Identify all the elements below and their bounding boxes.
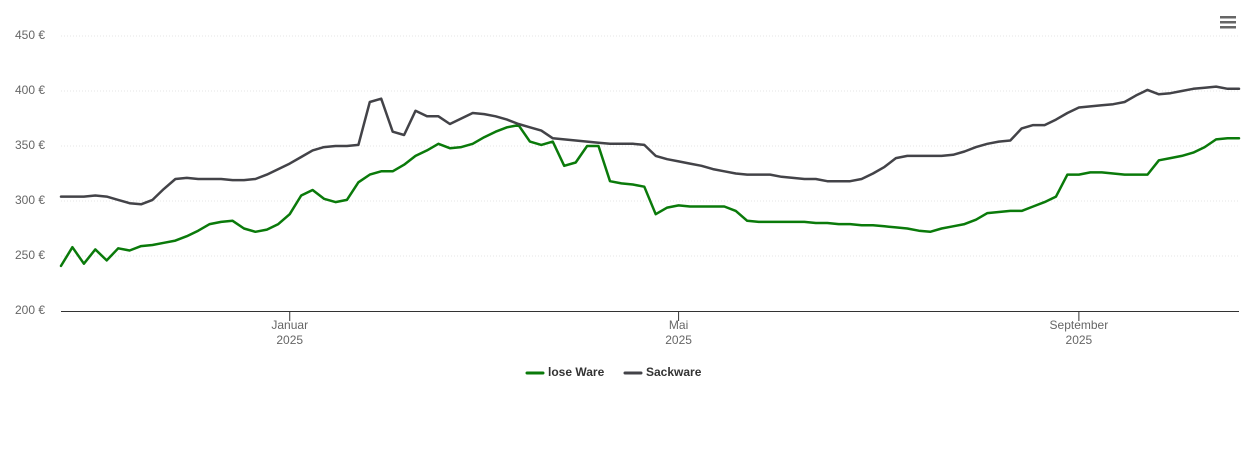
menu-bar — [1220, 21, 1236, 24]
legend-label: lose Ware — [548, 365, 605, 379]
menu-bar — [1220, 16, 1236, 19]
y-tick-label: 300 € — [15, 193, 45, 207]
legend-item[interactable]: Sackware — [623, 365, 702, 379]
series-line — [59, 123, 1241, 268]
y-tick-label: 350 € — [15, 138, 45, 152]
legend: lose Ware Sackware — [525, 365, 702, 379]
x-tick-label: September 2025 — [1050, 318, 1109, 347]
x-tick-label: Januar 2025 — [271, 318, 308, 347]
series-line — [59, 85, 1241, 206]
y-tick-label: 200 € — [15, 303, 45, 317]
x-tick-label: Mai 2025 — [665, 318, 692, 347]
y-tick-label: 450 € — [15, 28, 45, 42]
y-tick-label: 400 € — [15, 83, 45, 97]
menu-bar — [1220, 26, 1236, 29]
legend-item[interactable]: lose Ware — [525, 365, 605, 379]
legend-label: Sackware — [646, 365, 702, 379]
y-tick-label: 250 € — [15, 248, 45, 262]
menu-button[interactable] — [1219, 15, 1237, 29]
